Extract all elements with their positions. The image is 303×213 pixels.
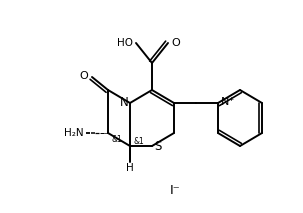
Text: H₂N: H₂N — [64, 128, 84, 138]
Text: S: S — [154, 140, 161, 153]
Text: I⁻: I⁻ — [170, 184, 180, 197]
Text: N⁺: N⁺ — [221, 97, 235, 107]
Text: H: H — [126, 163, 134, 173]
Text: &1: &1 — [133, 137, 144, 145]
Text: O: O — [171, 38, 180, 48]
Text: HO: HO — [117, 38, 133, 48]
Text: O: O — [79, 71, 88, 81]
Text: N: N — [120, 96, 129, 109]
Text: &1: &1 — [111, 134, 122, 144]
